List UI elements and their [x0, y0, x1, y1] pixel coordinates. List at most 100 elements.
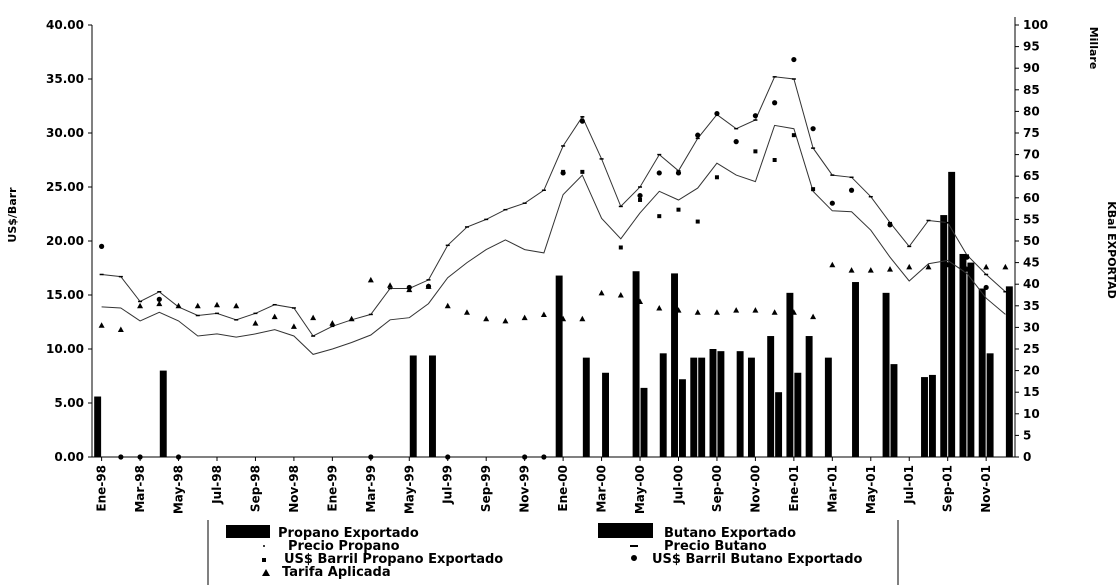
right-tick-label: 20 — [1023, 364, 1040, 378]
right-tick-label: 80 — [1023, 104, 1040, 118]
legend-marker-precio-propano — [263, 545, 265, 547]
legend-precio-butano: Precio Butano — [664, 539, 767, 554]
right-tick-label: 35 — [1023, 299, 1040, 313]
x-tick-label: Jul-98 — [210, 465, 224, 505]
x-tick-label: Jul-00 — [671, 465, 685, 505]
marker-tarifa-aplicada — [656, 304, 663, 311]
bar-propano-exportado — [805, 336, 813, 457]
marker-tarifa-aplicada — [137, 302, 144, 309]
marker-tarifa-aplicada — [156, 300, 163, 307]
point-usd-barril-propano — [638, 197, 643, 202]
marker-tarifa-aplicada — [117, 326, 124, 333]
left-tick-label: 0.00 — [54, 450, 84, 464]
marker-tarifa-aplicada — [483, 315, 490, 322]
point-usd-barril-butano — [714, 110, 720, 117]
point-usd-barril-butano — [695, 132, 701, 138]
marker-tarifa-aplicada — [194, 302, 201, 309]
right-tick-label: 85 — [1023, 83, 1040, 97]
marker-tarifa-aplicada — [925, 263, 932, 270]
marker-tarifa-aplicada — [579, 315, 586, 322]
bars — [94, 171, 1013, 457]
point-usd-barril-butano — [848, 187, 855, 193]
marker-tarifa-aplicada — [598, 289, 605, 296]
bar-butano-exportado — [582, 357, 590, 457]
point-usd-barril-butano — [118, 454, 124, 460]
marker-tarifa-aplicada — [444, 302, 451, 309]
point-usd-barril-propano — [618, 245, 623, 250]
bar-butano-exportado — [1005, 286, 1013, 457]
left-tick-label: 40.00 — [46, 18, 84, 32]
marker-tarifa-aplicada — [233, 302, 240, 309]
bar-butano-exportado — [948, 171, 956, 457]
marker-tarifa-aplicada — [425, 283, 432, 289]
x-tick-label: Sep-01 — [941, 465, 955, 512]
left-tick-label: 15.00 — [46, 288, 84, 302]
marker-tarifa-aplicada — [252, 320, 259, 326]
bar-butano-exportado — [429, 355, 436, 457]
point-usd-barril-butano — [99, 243, 105, 249]
x-tick-label: Mar-98 — [133, 465, 147, 513]
bar-butano-exportado — [602, 372, 609, 457]
marker-tarifa-aplicada — [540, 311, 547, 317]
marker-tarifa-aplicada — [521, 314, 528, 321]
bar-butano-exportado — [928, 374, 936, 457]
legend-marker-usd-barril-butano — [631, 555, 637, 561]
bar-butano-exportado — [698, 357, 706, 457]
right-tick-label: 10 — [1023, 407, 1040, 421]
left-tick-label: 25.00 — [46, 180, 84, 194]
x-tick-label: Nov-98 — [287, 465, 301, 513]
marker-tarifa-aplicada — [271, 313, 278, 320]
marker-tarifa-aplicada — [406, 286, 413, 293]
x-tick-label: Sep-00 — [710, 465, 724, 512]
legend-butano-exportado: Butano Exportado — [664, 526, 796, 541]
x-tick-label: Nov-99 — [518, 465, 532, 513]
bar-butano-exportado — [678, 379, 686, 457]
point-usd-barril-butano — [156, 296, 162, 302]
bar-propano-exportado — [767, 336, 775, 457]
marker-tarifa-aplicada — [290, 323, 297, 329]
point-usd-barril-butano — [637, 193, 643, 199]
point-usd-barril-butano — [964, 254, 970, 260]
line-precio-propano — [101, 124, 1006, 355]
marker-tarifa-aplicada — [98, 322, 105, 328]
marker-tarifa-aplicada — [733, 307, 740, 313]
point-usd-barril-propano — [811, 187, 816, 192]
x-tick-label: Mar-00 — [595, 465, 609, 513]
bar-propano-exportado — [959, 253, 967, 457]
right-tick-label: 15 — [1023, 385, 1040, 399]
bar-propano-exportado — [690, 357, 698, 457]
right-tick-label: 55 — [1023, 212, 1040, 226]
legend-swatch-propano-exportado — [226, 525, 270, 538]
marker-tarifa-aplicada — [713, 309, 720, 315]
bar-propano-exportado — [921, 377, 928, 457]
bar-butano-exportado — [640, 387, 648, 457]
bar-propano-exportado — [671, 273, 678, 457]
legend-usd-barril-propano: US$ Barril Propano Exportado — [284, 552, 503, 567]
x-tick-label: Mar-01 — [825, 465, 839, 513]
right-tick-label: 30 — [1023, 320, 1040, 334]
bar-butano-exportado — [794, 372, 802, 457]
bar-propano-exportado — [824, 357, 832, 457]
bar-propano-exportado — [882, 292, 890, 457]
x-tick-label: Ene-99 — [325, 465, 339, 512]
bar-propano-exportado — [747, 357, 755, 457]
right-tick-label: 70 — [1023, 148, 1040, 162]
marker-tarifa-aplicada — [829, 261, 836, 268]
left-tick-label: 10.00 — [46, 342, 84, 356]
marker-tarifa-aplicada — [637, 298, 644, 304]
left-tick-label: 30.00 — [46, 126, 84, 140]
point-usd-barril-butano — [522, 454, 528, 460]
point-usd-barril-butano — [752, 113, 759, 119]
bar-propano-exportado — [978, 288, 986, 457]
marker-tarifa-aplicada — [944, 261, 951, 268]
x-tick-label: May-00 — [633, 465, 647, 514]
x-tick-label: May-99 — [402, 465, 416, 514]
point-usd-barril-butano — [541, 454, 547, 460]
point-usd-barril-butano — [445, 454, 451, 460]
right-axis-units: Millare — [1087, 27, 1100, 70]
x-tick-label: Ene-01 — [787, 465, 801, 512]
point-usd-barril-butano — [733, 139, 739, 145]
point-usd-barril-propano — [714, 175, 719, 180]
bar-butano-exportado — [986, 353, 994, 457]
bar-propano-exportado — [555, 275, 563, 457]
